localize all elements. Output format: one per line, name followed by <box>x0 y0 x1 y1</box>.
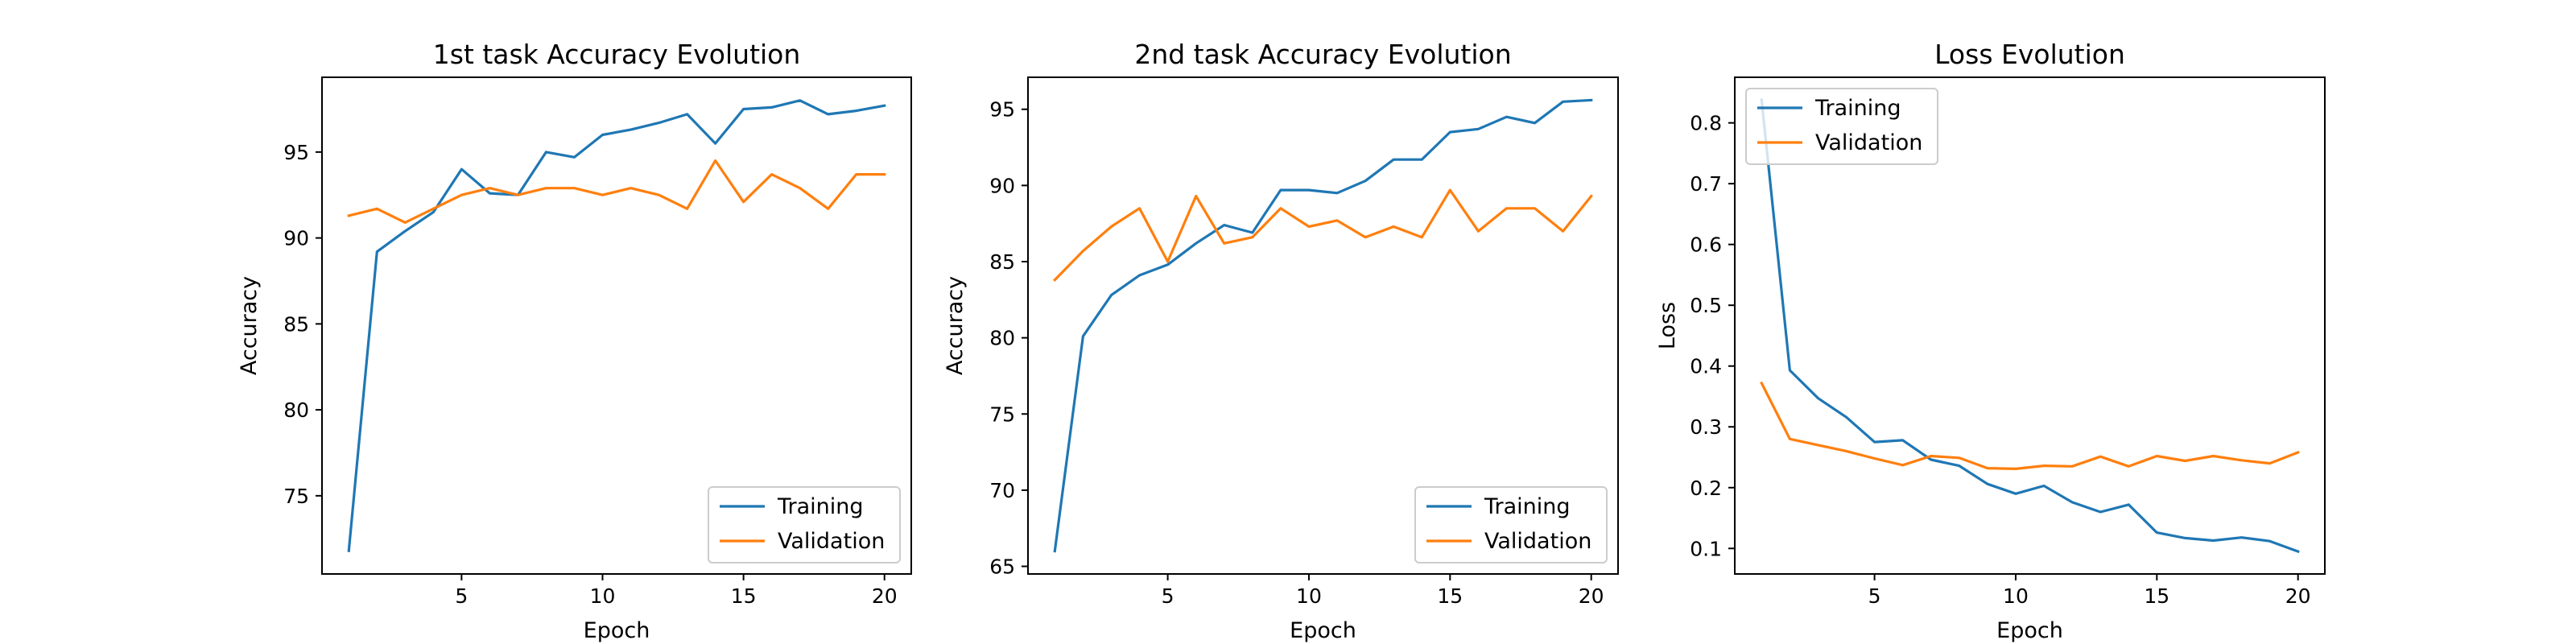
series-line-training <box>1760 98 2300 554</box>
chart-panel-3: Loss Evolution 5 10 15 20 0.1 0.2 0.3 0.4 0.5 0.6 0… <box>1655 39 2326 643</box>
y-tick-label: 95 <box>989 98 1015 122</box>
x-axis-label: Epoch <box>1996 618 2063 643</box>
y-tick-label: 0.2 <box>1690 477 1722 500</box>
x-axis-label: Epoch <box>584 618 650 643</box>
x-tick-label: 10 <box>2003 584 2029 608</box>
chart-title: Loss Evolution <box>1934 39 2125 70</box>
y-tick-label: 75 <box>989 402 1015 426</box>
legend-label-training: Training <box>1814 96 1901 121</box>
y-axis-label: Accuracy <box>237 276 262 375</box>
plot-frame <box>1734 76 2326 575</box>
x-axis-label: Epoch <box>1290 618 1356 643</box>
x-tick-label: 10 <box>590 584 616 608</box>
x-tick-label: 20 <box>872 584 898 608</box>
x-tick-label: 20 <box>2285 584 2311 608</box>
y-tick-label: 0.7 <box>1690 172 1722 196</box>
series-line-training <box>347 99 886 552</box>
chart-panel-1: 1st task Accuracy Evolution 5 10 15 20 75 80 85… <box>237 39 912 643</box>
y-tick-label: 90 <box>283 227 309 250</box>
chart-title: 1st task Accuracy Evolution <box>433 39 801 70</box>
x-tick-label: 10 <box>1296 584 1322 608</box>
chart-panel-2: 2nd task Accuracy Evolution 5 10 15 20 65 70 75… <box>943 39 1619 643</box>
x-tick-label: 15 <box>2144 584 2169 608</box>
legend-label-validation: Validation <box>1815 130 1922 155</box>
y-tick-label: 75 <box>283 485 309 508</box>
chart-title: 2nd task Accuracy Evolution <box>1134 39 1511 70</box>
series-line-validation <box>1760 381 2300 471</box>
x-tick-label: 15 <box>1437 584 1463 608</box>
legend-label-training: Training <box>777 494 864 519</box>
y-tick-label: 80 <box>989 327 1015 350</box>
y-tick-label: 0.8 <box>1690 112 1722 135</box>
legend: Training Validation <box>1414 486 1608 564</box>
y-axis-label: Loss <box>1655 302 1680 349</box>
y-tick-label: 80 <box>283 398 309 422</box>
x-tick-label: 5 <box>455 584 468 608</box>
series-line-validation <box>347 159 886 224</box>
y-tick-label: 85 <box>283 312 309 336</box>
x-tick-label: 15 <box>731 584 757 608</box>
plot-frame <box>1027 76 1619 575</box>
y-tick-label: 0.5 <box>1690 294 1722 317</box>
y-tick-label: 0.3 <box>1690 415 1722 439</box>
plot-frame <box>321 76 912 575</box>
legend-label-validation: Validation <box>1484 529 1591 554</box>
y-tick-label: 0.4 <box>1690 355 1722 378</box>
y-axis-label: Accuracy <box>943 276 968 375</box>
series-line-training <box>1053 98 1593 553</box>
legend: Training Validation <box>708 486 901 564</box>
x-tick-label: 20 <box>1579 584 1604 608</box>
x-tick-label: 5 <box>1162 584 1174 608</box>
y-tick-label: 70 <box>989 479 1015 502</box>
y-tick-label: 0.1 <box>1690 537 1722 560</box>
x-tick-label: 5 <box>1868 584 1881 608</box>
legend: Training Validation <box>1745 88 1938 165</box>
y-tick-label: 65 <box>989 555 1015 579</box>
legend-label-validation: Validation <box>778 529 885 554</box>
y-tick-label: 0.6 <box>1690 233 1722 257</box>
y-tick-label: 90 <box>989 174 1015 197</box>
y-tick-label: 95 <box>283 141 309 164</box>
legend-label-training: Training <box>1484 494 1571 519</box>
series-line-validation <box>1053 188 1593 282</box>
y-tick-label: 85 <box>989 250 1015 274</box>
